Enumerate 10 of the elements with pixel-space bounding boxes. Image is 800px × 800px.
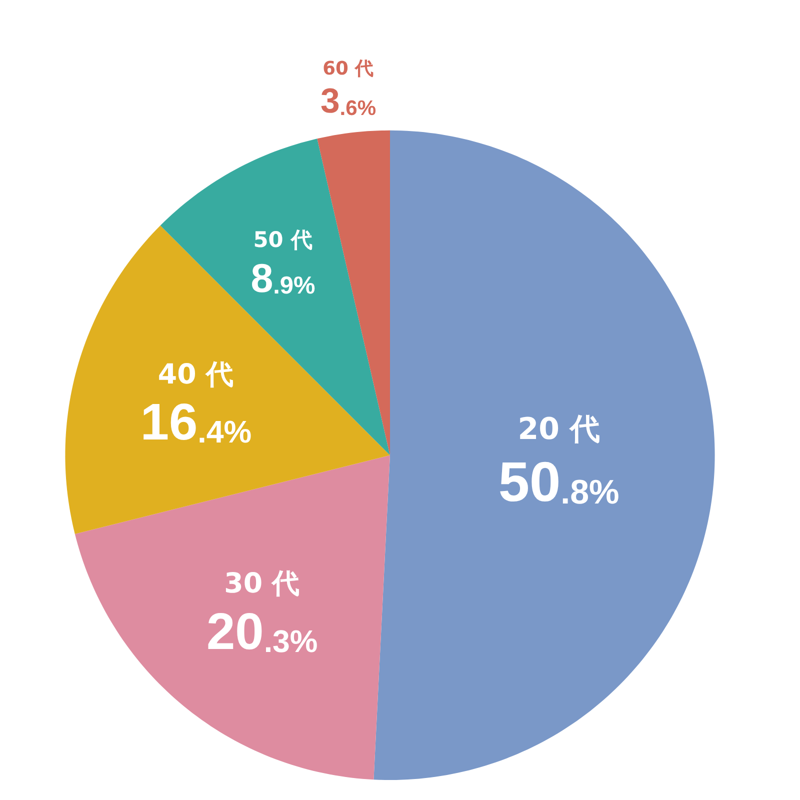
slice-label: 60 代 bbox=[322, 58, 374, 80]
slice-label: 20 代 bbox=[518, 412, 600, 447]
data-label: 16.4% bbox=[140, 392, 252, 450]
data-label: 3.6% bbox=[320, 82, 376, 120]
data-label: 50.8% bbox=[498, 450, 620, 513]
slice-label: 30 代 bbox=[224, 566, 300, 600]
data-label: 8.9% bbox=[250, 254, 316, 301]
slice-label: 50 代 bbox=[253, 228, 313, 253]
slice-label: 40 代 bbox=[158, 357, 234, 390]
data-label: 20.3% bbox=[206, 602, 318, 660]
